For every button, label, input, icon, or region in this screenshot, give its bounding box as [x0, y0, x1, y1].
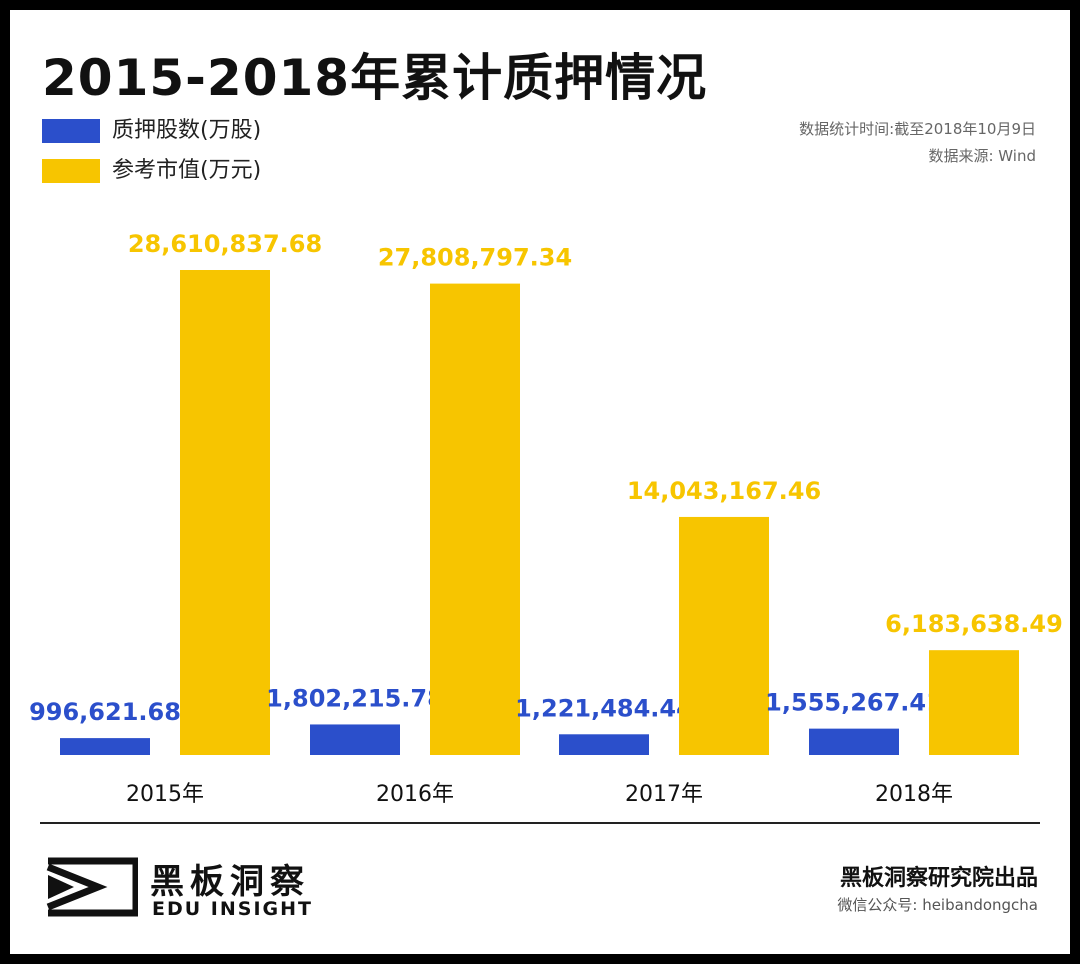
- data-source-note: 数据来源: Wind: [928, 147, 1036, 165]
- footer-divider: [40, 822, 1040, 824]
- bar-value-1: [180, 270, 270, 755]
- x-tick-label-2: 2016年: [376, 782, 454, 807]
- bar-shares-1: [60, 738, 150, 755]
- data-label-shares-2: 1,802,215.78: [266, 684, 444, 712]
- bar-value-4: [929, 650, 1019, 755]
- logo-english-name: EDU INSIGHT: [152, 898, 313, 920]
- infographic-card: 2015-2018年累计质押情况 质押股数(万股) 参考市值(万元) 数据统计时…: [10, 10, 1070, 954]
- x-tick-label-3: 2017年: [625, 782, 703, 807]
- page-title: 2015-2018年累计质押情况: [42, 49, 708, 107]
- data-label-shares-1: 996,621.68: [29, 698, 181, 726]
- bar-value-2: [430, 283, 520, 755]
- stat-time-note: 数据统计时间:截至2018年10月9日: [799, 120, 1036, 138]
- bar-shares-2: [310, 724, 400, 755]
- data-label-value-4: 6,183,638.49: [885, 610, 1063, 638]
- legend-swatch-shares: [42, 119, 100, 143]
- data-label-shares-3: 1,221,484.44: [515, 694, 693, 722]
- data-label-value-3: 14,043,167.46: [627, 477, 821, 505]
- bar-value-3: [679, 516, 769, 755]
- wechat-account: 微信公众号: heibandongcha: [837, 896, 1038, 914]
- producer-credit: 黑板洞察研究院出品: [839, 866, 1038, 891]
- legend-swatch-value: [42, 159, 100, 183]
- bar-shares-4: [809, 728, 899, 755]
- logo-chinese-name: 黑板洞察: [150, 862, 310, 902]
- data-label-value-2: 27,808,797.34: [378, 244, 572, 272]
- bar-shares-3: [559, 734, 649, 755]
- legend-label-value: 参考市值(万元): [112, 158, 262, 183]
- x-tick-label-1: 2015年: [126, 782, 204, 807]
- bar-chart: 996,621.68 28,610,837.68 2015年 1,802,215.78…: [29, 230, 1063, 807]
- data-label-shares-4: 1,555,267.41: [765, 689, 943, 717]
- legend-label-shares: 质押股数(万股): [112, 118, 262, 143]
- data-label-value-1: 28,610,837.68: [128, 230, 322, 258]
- eye-logo-icon: [46, 857, 138, 917]
- x-tick-label-4: 2018年: [875, 782, 953, 807]
